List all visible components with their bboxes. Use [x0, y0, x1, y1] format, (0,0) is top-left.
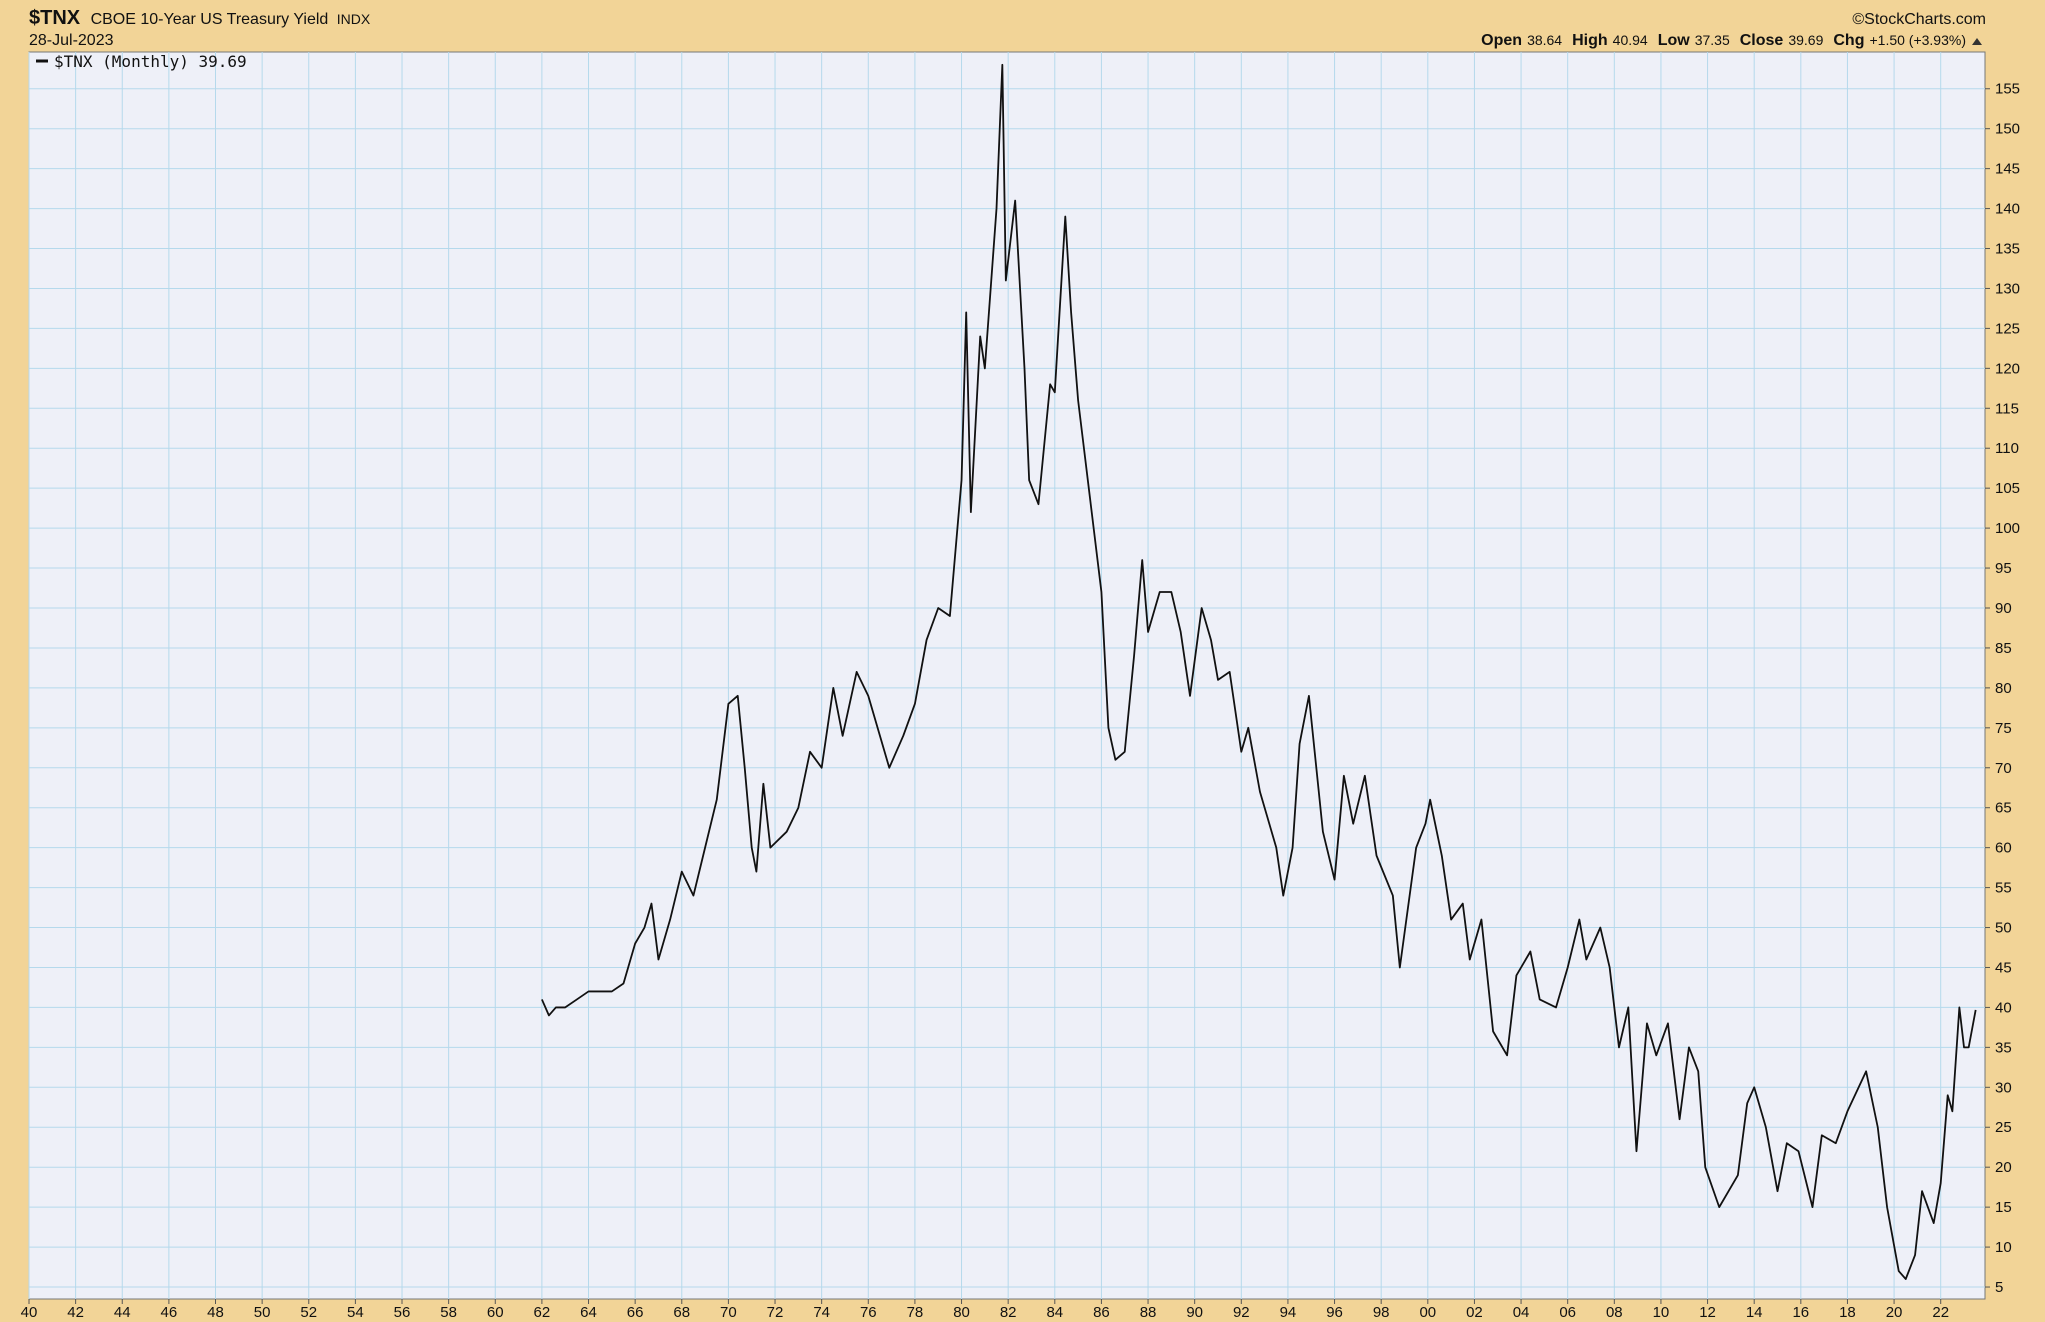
subtitle: CBOE 10-Year US Treasury Yield	[91, 11, 329, 28]
x-tick-label: 54	[347, 1304, 364, 1321]
plot-area	[28, 51, 1986, 1300]
y-tick-label: 70	[1995, 760, 2012, 777]
x-tick-label: 18	[1839, 1304, 1856, 1321]
source: ©StockCharts.com	[1852, 11, 1986, 28]
x-tick-label: 10	[1653, 1304, 1670, 1321]
y-tick-label: 50	[1995, 920, 2012, 937]
y-tick-label: 125	[1995, 320, 2020, 337]
x-tick-label: 60	[487, 1304, 504, 1321]
x-tick-label: 56	[394, 1304, 411, 1321]
x-tick-label: 14	[1746, 1304, 1763, 1321]
y-tick-label: 85	[1995, 640, 2012, 657]
header: $TNX CBOE 10-Year US Treasury Yield INDX	[29, 7, 371, 29]
y-tick-label: 75	[1995, 720, 2012, 737]
quote-label: Chg	[1833, 32, 1864, 49]
y-tick-label: 115	[1995, 400, 2019, 417]
x-tick-label: 04	[1513, 1304, 1530, 1321]
x-tick-label: 40	[21, 1304, 38, 1321]
y-tick-label: 100	[1995, 520, 2020, 537]
x-tick-label: 44	[114, 1304, 131, 1321]
y-tick-label: 150	[1995, 121, 2020, 138]
x-tick-label: 66	[627, 1304, 644, 1321]
quote-label: Close	[1740, 32, 1784, 49]
up-arrow	[1972, 38, 1982, 45]
x-tick-label: 50	[254, 1304, 271, 1321]
y-tick-label: 40	[1995, 999, 2012, 1016]
x-tick-label: 92	[1233, 1304, 1250, 1321]
x-tick-label: 16	[1792, 1304, 1809, 1321]
x-tick-label: 46	[161, 1304, 178, 1321]
y-tick-label: 15	[1995, 1199, 2012, 1216]
x-tick-label: 70	[720, 1304, 737, 1321]
x-tick-label: 82	[1000, 1304, 1017, 1321]
exchange: INDX	[337, 11, 371, 27]
quote-label: High	[1572, 32, 1608, 49]
x-tick-label: 62	[534, 1304, 551, 1321]
x-tick-label: 08	[1606, 1304, 1623, 1321]
y-tick-label: 45	[1995, 959, 2012, 976]
x-tick-label: 90	[1186, 1304, 1203, 1321]
x-tick-label: 88	[1140, 1304, 1157, 1321]
y-tick-label: 120	[1995, 360, 2020, 377]
y-tick-label: 10	[1995, 1239, 2012, 1256]
x-tick-label: 72	[767, 1304, 784, 1321]
y-tick-label: 35	[1995, 1039, 2012, 1056]
quote-label: Open	[1481, 32, 1522, 49]
quote-value: 40.94	[1613, 32, 1648, 48]
chart-title: $TNX	[29, 7, 81, 29]
legend-label: $TNX (Monthly) 39.69	[54, 52, 247, 71]
x-tick-label: 96	[1326, 1304, 1343, 1321]
y-tick-label: 135	[1995, 241, 2020, 258]
x-tick-label: 06	[1559, 1304, 1576, 1321]
x-tick-label: 12	[1699, 1304, 1716, 1321]
y-tick-label: 90	[1995, 600, 2012, 617]
x-tick-label: 42	[67, 1304, 84, 1321]
y-tick-label: 110	[1995, 440, 2019, 457]
x-tick-label: 76	[860, 1304, 877, 1321]
quote-value: 38.64	[1527, 32, 1562, 48]
line	[541, 63, 1977, 1280]
date: 28-Jul-2023	[29, 32, 114, 49]
y-tick-label: 25	[1995, 1119, 2012, 1136]
x-tick-label: 98	[1373, 1304, 1390, 1321]
quote-value: 39.69	[1788, 32, 1823, 48]
y-tick-label: 5	[1995, 1279, 2003, 1296]
quote: Open 38.64 High 40.94 Low 37.35 Close 39.69 Chg +…	[1481, 32, 1966, 49]
y-tick-label: 20	[1995, 1159, 2012, 1176]
y-tick-label: 140	[1995, 201, 2020, 218]
quote-label: Low	[1658, 32, 1691, 49]
x-tick-label: 00	[1419, 1304, 1436, 1321]
x-tick-label: 22	[1932, 1304, 1949, 1321]
y-tick-label: 105	[1995, 480, 2020, 497]
y-tick-label: 130	[1995, 280, 2020, 297]
x-tick-label: 58	[440, 1304, 457, 1321]
x-tick-label: 84	[1046, 1304, 1063, 1321]
x-tick-label: 94	[1280, 1304, 1297, 1321]
y-tick-label: 60	[1995, 840, 2012, 857]
series	[541, 63, 1977, 1280]
x-tick-label: 48	[207, 1304, 224, 1321]
y-tick-label: 155	[1995, 81, 2020, 98]
x-tick-label: 78	[907, 1304, 924, 1321]
x-tick-label: 74	[813, 1304, 830, 1321]
grid	[28, 52, 1990, 1304]
quote-value: +1.50 (+3.93%)	[1869, 32, 1966, 48]
x-tick-label: 68	[673, 1304, 690, 1321]
x-tick-label: 20	[1886, 1304, 1903, 1321]
x-tick-label: 80	[953, 1304, 970, 1321]
y-tick-label: 80	[1995, 680, 2012, 697]
y-tick-label: 95	[1995, 560, 2012, 577]
y-tick-label: 145	[1995, 161, 2020, 178]
y-tick-label: 55	[1995, 880, 2012, 897]
x-tick-label: 52	[300, 1304, 317, 1321]
quote-value: 37.35	[1695, 32, 1730, 48]
x-tick-label: 86	[1093, 1304, 1110, 1321]
y-tick-label: 30	[1995, 1079, 2012, 1096]
y-tick-label: 65	[1995, 800, 2012, 817]
x-tick-label: 02	[1466, 1304, 1483, 1321]
x-tick-label: 64	[580, 1304, 597, 1321]
